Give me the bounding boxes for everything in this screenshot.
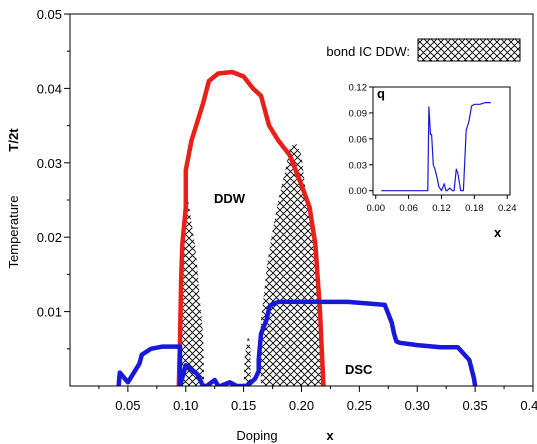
y-tick-label: 0.03	[37, 156, 62, 171]
y-tick-label: 0.04	[37, 81, 62, 96]
inset-x-tick-label: 0.00	[366, 203, 385, 214]
hatched-region-2	[243, 333, 251, 386]
dsc-phase-boundary-line	[116, 299, 478, 386]
inset-x-tick-label: 0.12	[432, 203, 451, 214]
x-tick-label: 0.35	[462, 398, 487, 413]
main-plot: 0.05 0.10 0.15 0.20 0.25 0.30 0.35 0.40 0.01 0.02…	[6, 7, 537, 443]
ddw-phase-boundary-line	[176, 69, 326, 386]
inset-y-tick-label: 0.00	[349, 186, 368, 197]
legend-hatch-swatch	[417, 38, 521, 62]
x-tick-label: 0.30	[405, 398, 430, 413]
x-tick-label: 0.10	[173, 398, 198, 413]
inset-y-tick-label: 0.09	[349, 108, 368, 119]
inset-x-axis-label: x	[494, 225, 502, 240]
x-tick-label: 0.40	[520, 398, 537, 413]
inset-y-tick-label: 0.12	[349, 83, 368, 94]
annotation-dsc: DSC	[345, 362, 373, 377]
inset-plot-frame	[372, 86, 511, 196]
legend-label: bond IC DDW:	[326, 44, 410, 59]
inset-plot: 0.00 0.06 0.12 0.18 0.24 0.00 0.03 0.06 0.09 0.12…	[349, 83, 517, 241]
y-tick-label: 0.02	[37, 230, 62, 245]
x-tick-label: 0.20	[289, 398, 314, 413]
inset-x-tick-label: 0.24	[498, 203, 517, 214]
hatched-region-3	[259, 142, 324, 386]
inset-y-axis-label: q	[377, 86, 385, 101]
x-tick-label: 0.25	[347, 398, 372, 413]
inset-x-tick-label: 0.18	[465, 203, 484, 214]
inset-y-tick-label: 0.03	[349, 160, 368, 171]
inset-x-tick-label: 0.06	[399, 203, 418, 214]
x-axis-variable-label: x	[326, 428, 334, 443]
legend: bond IC DDW:	[326, 38, 521, 62]
x-tick-label: 0.05	[115, 398, 140, 413]
y-tick-label: 0.05	[37, 7, 62, 22]
annotation-ddw: DDW	[214, 191, 246, 206]
x-tick-label: 0.15	[231, 398, 256, 413]
y-axis-label: Temperature	[6, 196, 21, 269]
x-axis-label: Doping	[236, 428, 277, 443]
inset-y-tick-label: 0.06	[349, 134, 368, 145]
y-tick-label: 0.01	[37, 305, 62, 320]
y-axis-variable-label: T/2t	[6, 128, 21, 152]
inset-q-line	[381, 102, 491, 192]
